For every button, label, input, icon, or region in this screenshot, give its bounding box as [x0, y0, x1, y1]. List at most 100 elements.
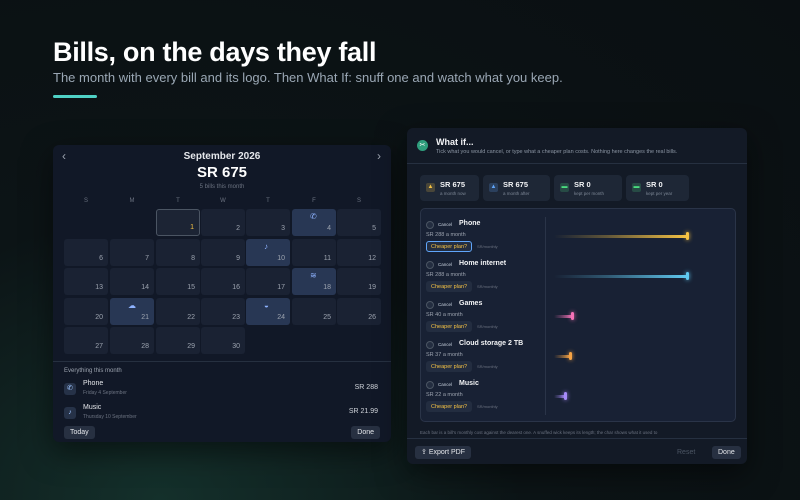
unit-label: SR/monthly	[477, 364, 498, 369]
day-number: 25	[323, 313, 331, 321]
stat-label: kept per month	[574, 191, 605, 196]
day-number: 5	[372, 225, 376, 232]
calendar-day[interactable]: 18 ≋	[292, 268, 336, 295]
bill-option: Cancel Phone SR 288 a month Cheaper plan? SR…	[426, 218, 546, 256]
stat-label: a month now	[440, 191, 466, 196]
calendar-panel: ‹ September 2026 › SR 675 5 bills this m…	[53, 145, 391, 442]
cancel-checkbox[interactable]	[426, 301, 434, 309]
calendar-day[interactable]: 1	[156, 209, 200, 236]
calendar-month: September 2026	[183, 151, 261, 162]
calendar-day[interactable]: 7	[110, 238, 154, 266]
cancel-checkbox[interactable]	[426, 381, 434, 389]
export-icon: ⇪	[421, 449, 429, 456]
bill-monthly-amount: SR 40 a month	[426, 312, 463, 318]
done-button[interactable]: Done	[712, 446, 741, 459]
day-number: 13	[95, 284, 103, 291]
weekday-label: S	[83, 198, 88, 204]
cancel-checkbox[interactable]	[426, 341, 434, 349]
stat-label: a month after	[503, 191, 530, 196]
cheaper-plan-input[interactable]: Cheaper plan?	[426, 361, 473, 372]
cheaper-plan-input[interactable]: Cheaper plan?	[426, 401, 473, 412]
stat-value: SR 675	[503, 180, 529, 189]
day-number: 22	[187, 313, 195, 321]
calendar-day[interactable]: 2	[201, 209, 245, 236]
hero-subtitle: The month with every bill and its logo. …	[53, 70, 563, 85]
reset-button[interactable]: Reset	[677, 449, 696, 456]
calendar-day[interactable]: 16	[201, 268, 245, 295]
calendar-day[interactable]: 28	[110, 327, 154, 354]
calendar-day[interactable]: 10 ♪	[246, 238, 290, 266]
calendar-day[interactable]: 29	[156, 327, 200, 354]
section-label: Everything this month	[64, 368, 122, 374]
wallet-icon: ▬	[632, 183, 641, 192]
calendar-day[interactable]: 13	[64, 268, 108, 295]
cancel-checkbox[interactable]	[426, 221, 434, 229]
chevron-right-icon[interactable]: ›	[377, 149, 381, 163]
cancel-checkbox[interactable]	[426, 261, 434, 269]
calendar-day[interactable]: 19	[337, 268, 381, 295]
calendar-bill-count: 5 bills this month	[199, 184, 245, 190]
today-button[interactable]: Today	[64, 426, 95, 439]
calendar-day[interactable]: 23	[201, 297, 245, 325]
calendar-day[interactable]: 6	[64, 238, 108, 266]
bill-option: Cancel Music SR 22 a month Cheaper plan? SR/…	[426, 378, 546, 416]
flame-icon: ▲	[489, 183, 498, 192]
calendar-day[interactable]: 26	[337, 297, 381, 325]
day-number: 6	[99, 254, 103, 262]
bill-name: Cloud storage 2 TB	[459, 340, 524, 347]
weekday-label: F	[312, 198, 316, 204]
music-icon: ♪	[264, 241, 268, 251]
divider	[407, 163, 747, 164]
bill-date: Thursday 10 September	[83, 414, 137, 420]
day-number: 23	[232, 313, 240, 321]
weekday-label: W	[220, 198, 226, 204]
bill-date: Friday 4 September	[83, 390, 127, 396]
stat-label: kept per year	[646, 191, 673, 196]
cheaper-plan-input[interactable]: Cheaper plan?	[426, 321, 473, 332]
calendar-day[interactable]: 30	[201, 327, 245, 354]
bill-options-list: Cancel Phone SR 288 a month Cheaper plan? SR…	[420, 208, 736, 422]
cheaper-plan-input[interactable]: Cheaper plan?	[426, 281, 473, 292]
calendar-day[interactable]: 22	[156, 297, 200, 325]
calendar-day[interactable]: 15	[156, 268, 200, 295]
day-number: 12	[368, 254, 376, 262]
calendar-day[interactable]: 25	[292, 297, 336, 325]
stat-value: SR 0	[574, 180, 591, 189]
day-number: 30	[232, 343, 240, 350]
calendar-day[interactable]: 8	[156, 238, 200, 266]
unit-label: SR/monthly	[477, 404, 498, 409]
stat-card: ▲ SR 675 a month after	[483, 175, 550, 201]
cheaper-plan-input[interactable]: Cheaper plan?	[426, 241, 473, 252]
weekday-label: M	[129, 198, 135, 204]
calendar-day[interactable]: 21 ☁	[110, 297, 154, 325]
day-number: 1	[190, 224, 194, 231]
day-number: 3	[281, 225, 285, 232]
calendar-day[interactable]: 11	[292, 238, 336, 266]
day-number: 10	[277, 254, 285, 262]
calendar-day[interactable]: 3	[246, 209, 290, 236]
divider	[53, 361, 391, 362]
bill-row[interactable]: ✆ Phone Friday 4 September SR 288	[64, 380, 382, 400]
calendar-day[interactable]: 9	[201, 238, 245, 266]
bill-row[interactable]: ♪ Music Thursday 10 September SR 21.99	[64, 404, 382, 424]
cancel-label: Cancel	[438, 222, 453, 227]
bill-name: Music	[83, 404, 102, 411]
bar-flame	[570, 312, 574, 320]
chevron-left-icon[interactable]: ‹	[62, 149, 66, 163]
calendar-day[interactable]: 27	[64, 327, 108, 354]
cost-bar	[554, 352, 573, 360]
unit-label: SR/monthly	[477, 324, 498, 329]
calendar-day[interactable]: 12	[337, 238, 381, 266]
calendar-day[interactable]: 20	[64, 297, 108, 325]
export-pdf-button[interactable]: ⇪ Export PDF	[415, 446, 471, 459]
calendar-day[interactable]: 14	[110, 268, 154, 295]
calendar-day[interactable]: 5	[337, 209, 381, 236]
bill-monthly-amount: SR 288 a month	[426, 272, 466, 278]
calendar-day[interactable]: 4 ✆	[292, 209, 336, 236]
day-number: 26	[368, 313, 376, 321]
done-button[interactable]: Done	[351, 426, 380, 439]
calendar-day[interactable]: 17	[246, 268, 290, 295]
cost-bar	[554, 232, 689, 240]
calendar-day[interactable]: 24 ◒	[246, 297, 290, 325]
bill-name: Home internet	[459, 260, 507, 267]
